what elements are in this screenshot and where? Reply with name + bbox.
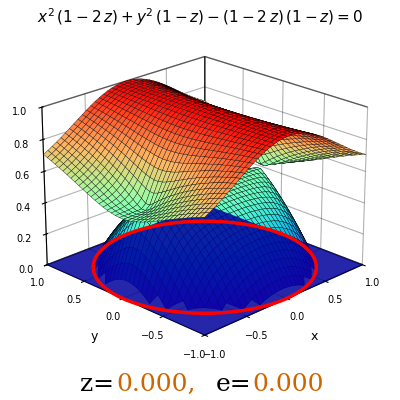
Text: e=: e= [216,373,252,396]
Text: $x^2\,(1-2\,z)+y^2\,(1-z)-(1-2\,z)\,(1-z)=0$: $x^2\,(1-2\,z)+y^2\,(1-z)-(1-2\,z)\,(1-z… [37,6,363,28]
Text: z=: z= [80,373,114,396]
X-axis label: x: x [311,330,318,343]
Y-axis label: y: y [91,330,98,343]
Text: 0.000: 0.000 [252,373,324,396]
Text: 0.000,: 0.000, [116,373,196,396]
